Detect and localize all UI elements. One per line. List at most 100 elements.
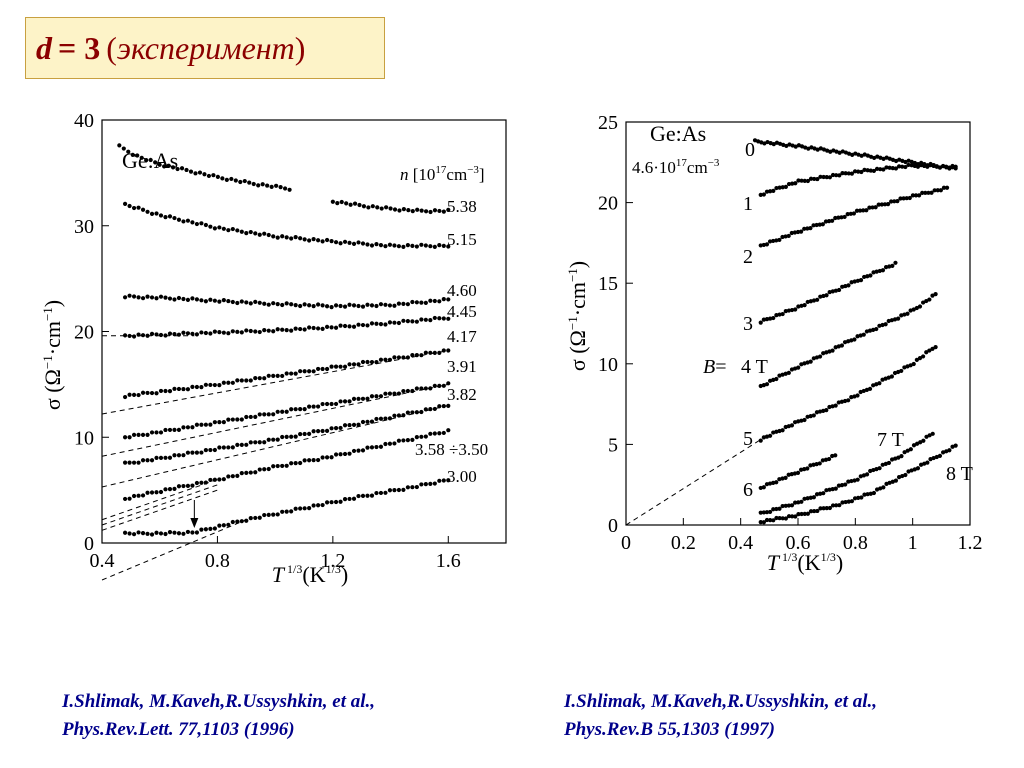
data-point	[140, 493, 146, 498]
data-point	[762, 141, 767, 146]
data-point	[396, 391, 402, 396]
data-point	[789, 423, 795, 428]
title-open-paren: (	[106, 29, 117, 66]
data-point	[136, 432, 141, 437]
x-tick-label: 0.8	[843, 532, 868, 554]
data-point	[834, 503, 839, 508]
data-point	[821, 408, 826, 413]
data-point	[144, 158, 149, 163]
data-point	[262, 231, 267, 236]
data-point	[127, 435, 132, 440]
data-point	[356, 493, 361, 499]
data-point	[122, 460, 128, 465]
data-point	[898, 196, 903, 201]
data-point	[194, 530, 200, 535]
data-point	[298, 407, 303, 412]
data-point	[874, 326, 879, 332]
data-point	[808, 495, 813, 500]
x-tick-label: 0.8	[205, 550, 230, 572]
data-point	[342, 323, 348, 329]
data-point	[396, 413, 402, 418]
data-point	[335, 201, 340, 206]
data-point	[262, 440, 267, 445]
data-point	[208, 331, 213, 336]
data-point	[392, 243, 397, 248]
data-point	[311, 325, 316, 331]
data-point	[127, 460, 132, 465]
series-1-points	[330, 199, 451, 215]
data-point	[423, 209, 429, 214]
data-point	[347, 362, 352, 367]
series-label: 5.38	[447, 197, 477, 216]
data-point	[419, 208, 424, 213]
data-point	[316, 302, 321, 307]
data-point	[441, 478, 446, 483]
data-point	[333, 240, 339, 245]
data-point	[289, 434, 294, 439]
data-point	[387, 357, 393, 362]
data-point	[789, 230, 794, 236]
data-point	[374, 490, 379, 496]
data-point	[158, 332, 164, 338]
data-point	[419, 353, 424, 358]
data-point	[298, 369, 303, 374]
data-point	[930, 431, 935, 436]
x-tick-label: 0.4	[728, 532, 753, 554]
data-point	[172, 386, 177, 391]
data-point	[793, 500, 798, 505]
title-word: эксперимент	[116, 29, 295, 66]
data-point	[320, 455, 325, 460]
series-7-points	[122, 403, 451, 465]
data-point	[771, 188, 776, 193]
data-point	[280, 434, 285, 440]
data-point	[302, 237, 307, 242]
data-point	[293, 461, 298, 466]
data-point	[181, 330, 186, 335]
data-point	[239, 417, 244, 422]
data-point	[437, 431, 442, 436]
data-point	[871, 168, 877, 174]
data-point	[843, 482, 848, 487]
data-point	[410, 299, 415, 305]
data-point	[865, 168, 870, 173]
data-point	[239, 330, 244, 335]
data-point	[199, 422, 204, 427]
data-point	[365, 493, 370, 498]
data-point	[432, 481, 437, 486]
data-point	[302, 506, 307, 511]
data-point	[347, 240, 352, 245]
data-point	[239, 442, 244, 447]
data-point	[796, 512, 801, 517]
data-point	[845, 212, 850, 217]
data-point	[185, 529, 191, 535]
data-point	[895, 199, 900, 204]
data-point	[415, 207, 420, 212]
data-point	[799, 499, 804, 504]
data-point	[836, 400, 841, 405]
data-point	[136, 392, 141, 398]
data-point	[392, 413, 397, 418]
data-point	[764, 510, 770, 515]
data-point	[221, 445, 226, 450]
data-point	[293, 434, 298, 439]
data-point	[217, 445, 222, 450]
extrapolation-line	[101, 383, 449, 457]
data-point	[284, 409, 289, 414]
data-point	[262, 467, 267, 472]
data-point	[360, 448, 366, 453]
data-point	[953, 443, 958, 448]
data-point	[805, 226, 810, 231]
data-point	[351, 362, 357, 367]
data-point	[217, 225, 222, 230]
data-point	[342, 399, 348, 404]
data-point	[338, 323, 343, 328]
data-point	[893, 158, 899, 164]
data-point	[833, 215, 838, 221]
title-dimension-symbol: d	[36, 29, 52, 66]
data-point	[324, 500, 330, 505]
data-point	[351, 303, 357, 308]
data-point	[768, 316, 773, 321]
data-point	[280, 463, 285, 469]
data-point	[257, 300, 262, 305]
data-point	[167, 296, 173, 301]
